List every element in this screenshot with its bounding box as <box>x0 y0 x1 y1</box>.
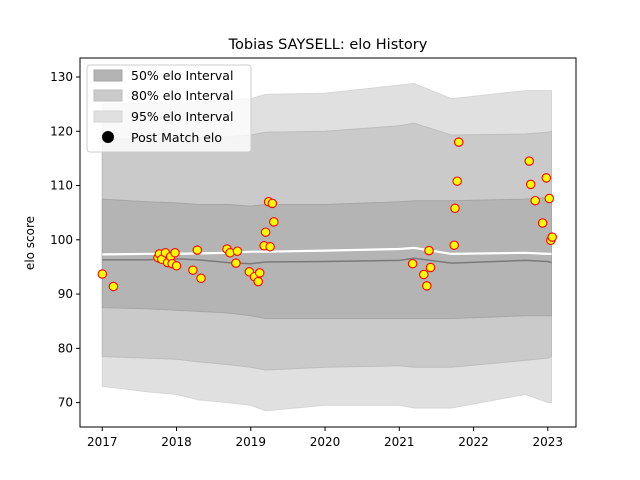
post-match-point <box>450 203 460 214</box>
legend-swatch-p95 <box>93 110 123 123</box>
post-match-point <box>544 193 555 204</box>
post-match-point <box>525 179 536 190</box>
median-line <box>102 257 552 265</box>
x-tick-label: 2020 <box>310 435 341 449</box>
legend: 50% elo Interval 80% elo Interval 95% el… <box>86 64 252 153</box>
x-tick-label: 2017 <box>87 435 118 449</box>
post-match-point <box>260 227 271 237</box>
post-match-point <box>452 176 462 186</box>
legend-marker-post-match <box>102 131 114 143</box>
y-tick-label: 70 <box>58 396 73 410</box>
post-match-point <box>424 245 434 256</box>
post-match-point <box>170 248 180 258</box>
y-tick-label: 100 <box>50 233 73 247</box>
post-match-point <box>254 268 265 278</box>
axes-frame <box>79 57 577 428</box>
x-axis: 2017 2018 2019 2020 2021 2022 2023 <box>87 427 563 449</box>
y-tick-label: 110 <box>50 179 73 193</box>
post-match-point <box>232 246 243 256</box>
post-match-point <box>425 262 436 273</box>
post-match-point <box>108 281 119 292</box>
y-tick-label: 130 <box>50 70 73 84</box>
legend-frame <box>86 64 252 153</box>
y-tick-label: 80 <box>58 341 73 355</box>
post-match-point <box>253 276 263 287</box>
post-match-point <box>541 173 552 183</box>
post-match-point <box>449 240 459 250</box>
legend-swatch-p50 <box>93 69 123 82</box>
x-tick-label: 2021 <box>384 435 415 449</box>
x-tick-label: 2022 <box>458 435 489 449</box>
legend-label-p95: 95% elo Interval <box>131 109 233 124</box>
legend-label-p50: 50% elo Interval <box>131 68 233 83</box>
post-match-point <box>97 269 108 279</box>
post-match-point <box>265 242 275 252</box>
post-match-point <box>269 217 279 227</box>
post-match-point <box>537 218 548 228</box>
post-match-point <box>192 245 203 255</box>
plot-area <box>97 82 557 412</box>
legend-swatch-p80 <box>93 89 123 102</box>
y-axis: 70 80 90 100 110 120 130 <box>50 70 80 410</box>
x-tick-label: 2023 <box>533 435 564 449</box>
legend-label-p80: 80% elo Interval <box>131 88 233 103</box>
post-match-point <box>267 198 278 209</box>
legend-label-post-match: Post Match elo <box>131 130 222 145</box>
post-match-point <box>196 273 206 284</box>
post-match-point <box>419 269 429 280</box>
post-match-point <box>453 137 464 147</box>
chart-title: Tobias SAYSELL: elo History <box>228 37 428 53</box>
post-match-point <box>422 281 432 291</box>
x-tick-label: 2019 <box>236 435 267 449</box>
post-match-point <box>547 232 557 242</box>
post-match-point <box>524 156 534 166</box>
post-match-point <box>171 261 182 271</box>
y-tick-label: 90 <box>58 287 73 301</box>
post-match-point <box>231 258 241 268</box>
post-match-point <box>407 258 418 269</box>
post-match-point <box>530 195 540 206</box>
y-axis-label: elo score <box>23 216 37 270</box>
post-match-point <box>188 265 198 275</box>
x-tick-label: 2018 <box>161 435 192 449</box>
mean-line <box>102 246 552 256</box>
band-50 <box>101 195 552 319</box>
y-tick-label: 120 <box>50 124 73 138</box>
